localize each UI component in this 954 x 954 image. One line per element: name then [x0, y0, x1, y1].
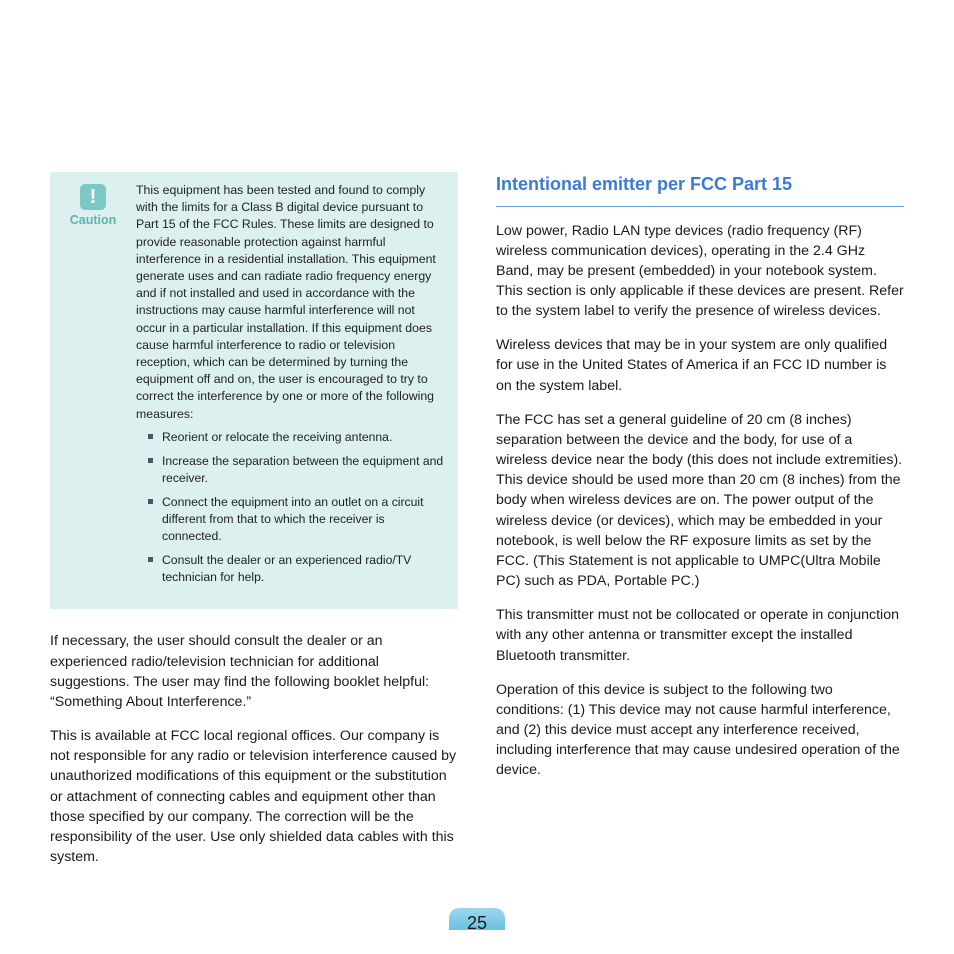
page-number-tab: 25 — [449, 908, 505, 930]
body-paragraph: This transmitter must not be collocated … — [496, 605, 904, 665]
caution-list: Reorient or relocate the receiving anten… — [136, 429, 444, 587]
body-paragraph: Wireless devices that may be in your sys… — [496, 335, 904, 395]
caution-label: Caution — [70, 212, 117, 230]
body-paragraph: If necessary, the user should consult th… — [50, 631, 458, 712]
left-column: ! Caution This equipment has been tested… — [50, 172, 458, 881]
caution-exclamation-icon: ! — [80, 184, 106, 210]
body-paragraph: Low power, Radio LAN type devices (radio… — [496, 221, 904, 322]
body-paragraph: This is available at FCC local regional … — [50, 726, 458, 867]
caution-intro: This equipment has been tested and found… — [136, 182, 444, 423]
body-paragraph: The FCC has set a general guideline of 2… — [496, 410, 904, 591]
page-number: 25 — [467, 913, 487, 934]
caution-badge: ! Caution — [64, 182, 122, 593]
section-title: Intentional emitter per FCC Part 15 — [496, 172, 904, 207]
right-column: Intentional emitter per FCC Part 15 Low … — [496, 172, 904, 881]
caution-item: Consult the dealer or an experienced rad… — [148, 552, 444, 586]
body-paragraph: Operation of this device is subject to t… — [496, 680, 904, 781]
caution-item: Connect the equipment into an outlet on … — [148, 494, 444, 545]
caution-box: ! Caution This equipment has been tested… — [50, 172, 458, 609]
page-content: ! Caution This equipment has been tested… — [0, 0, 954, 881]
caution-item: Reorient or relocate the receiving anten… — [148, 429, 444, 446]
caution-body: This equipment has been tested and found… — [136, 182, 444, 593]
caution-item: Increase the separation between the equi… — [148, 453, 444, 487]
